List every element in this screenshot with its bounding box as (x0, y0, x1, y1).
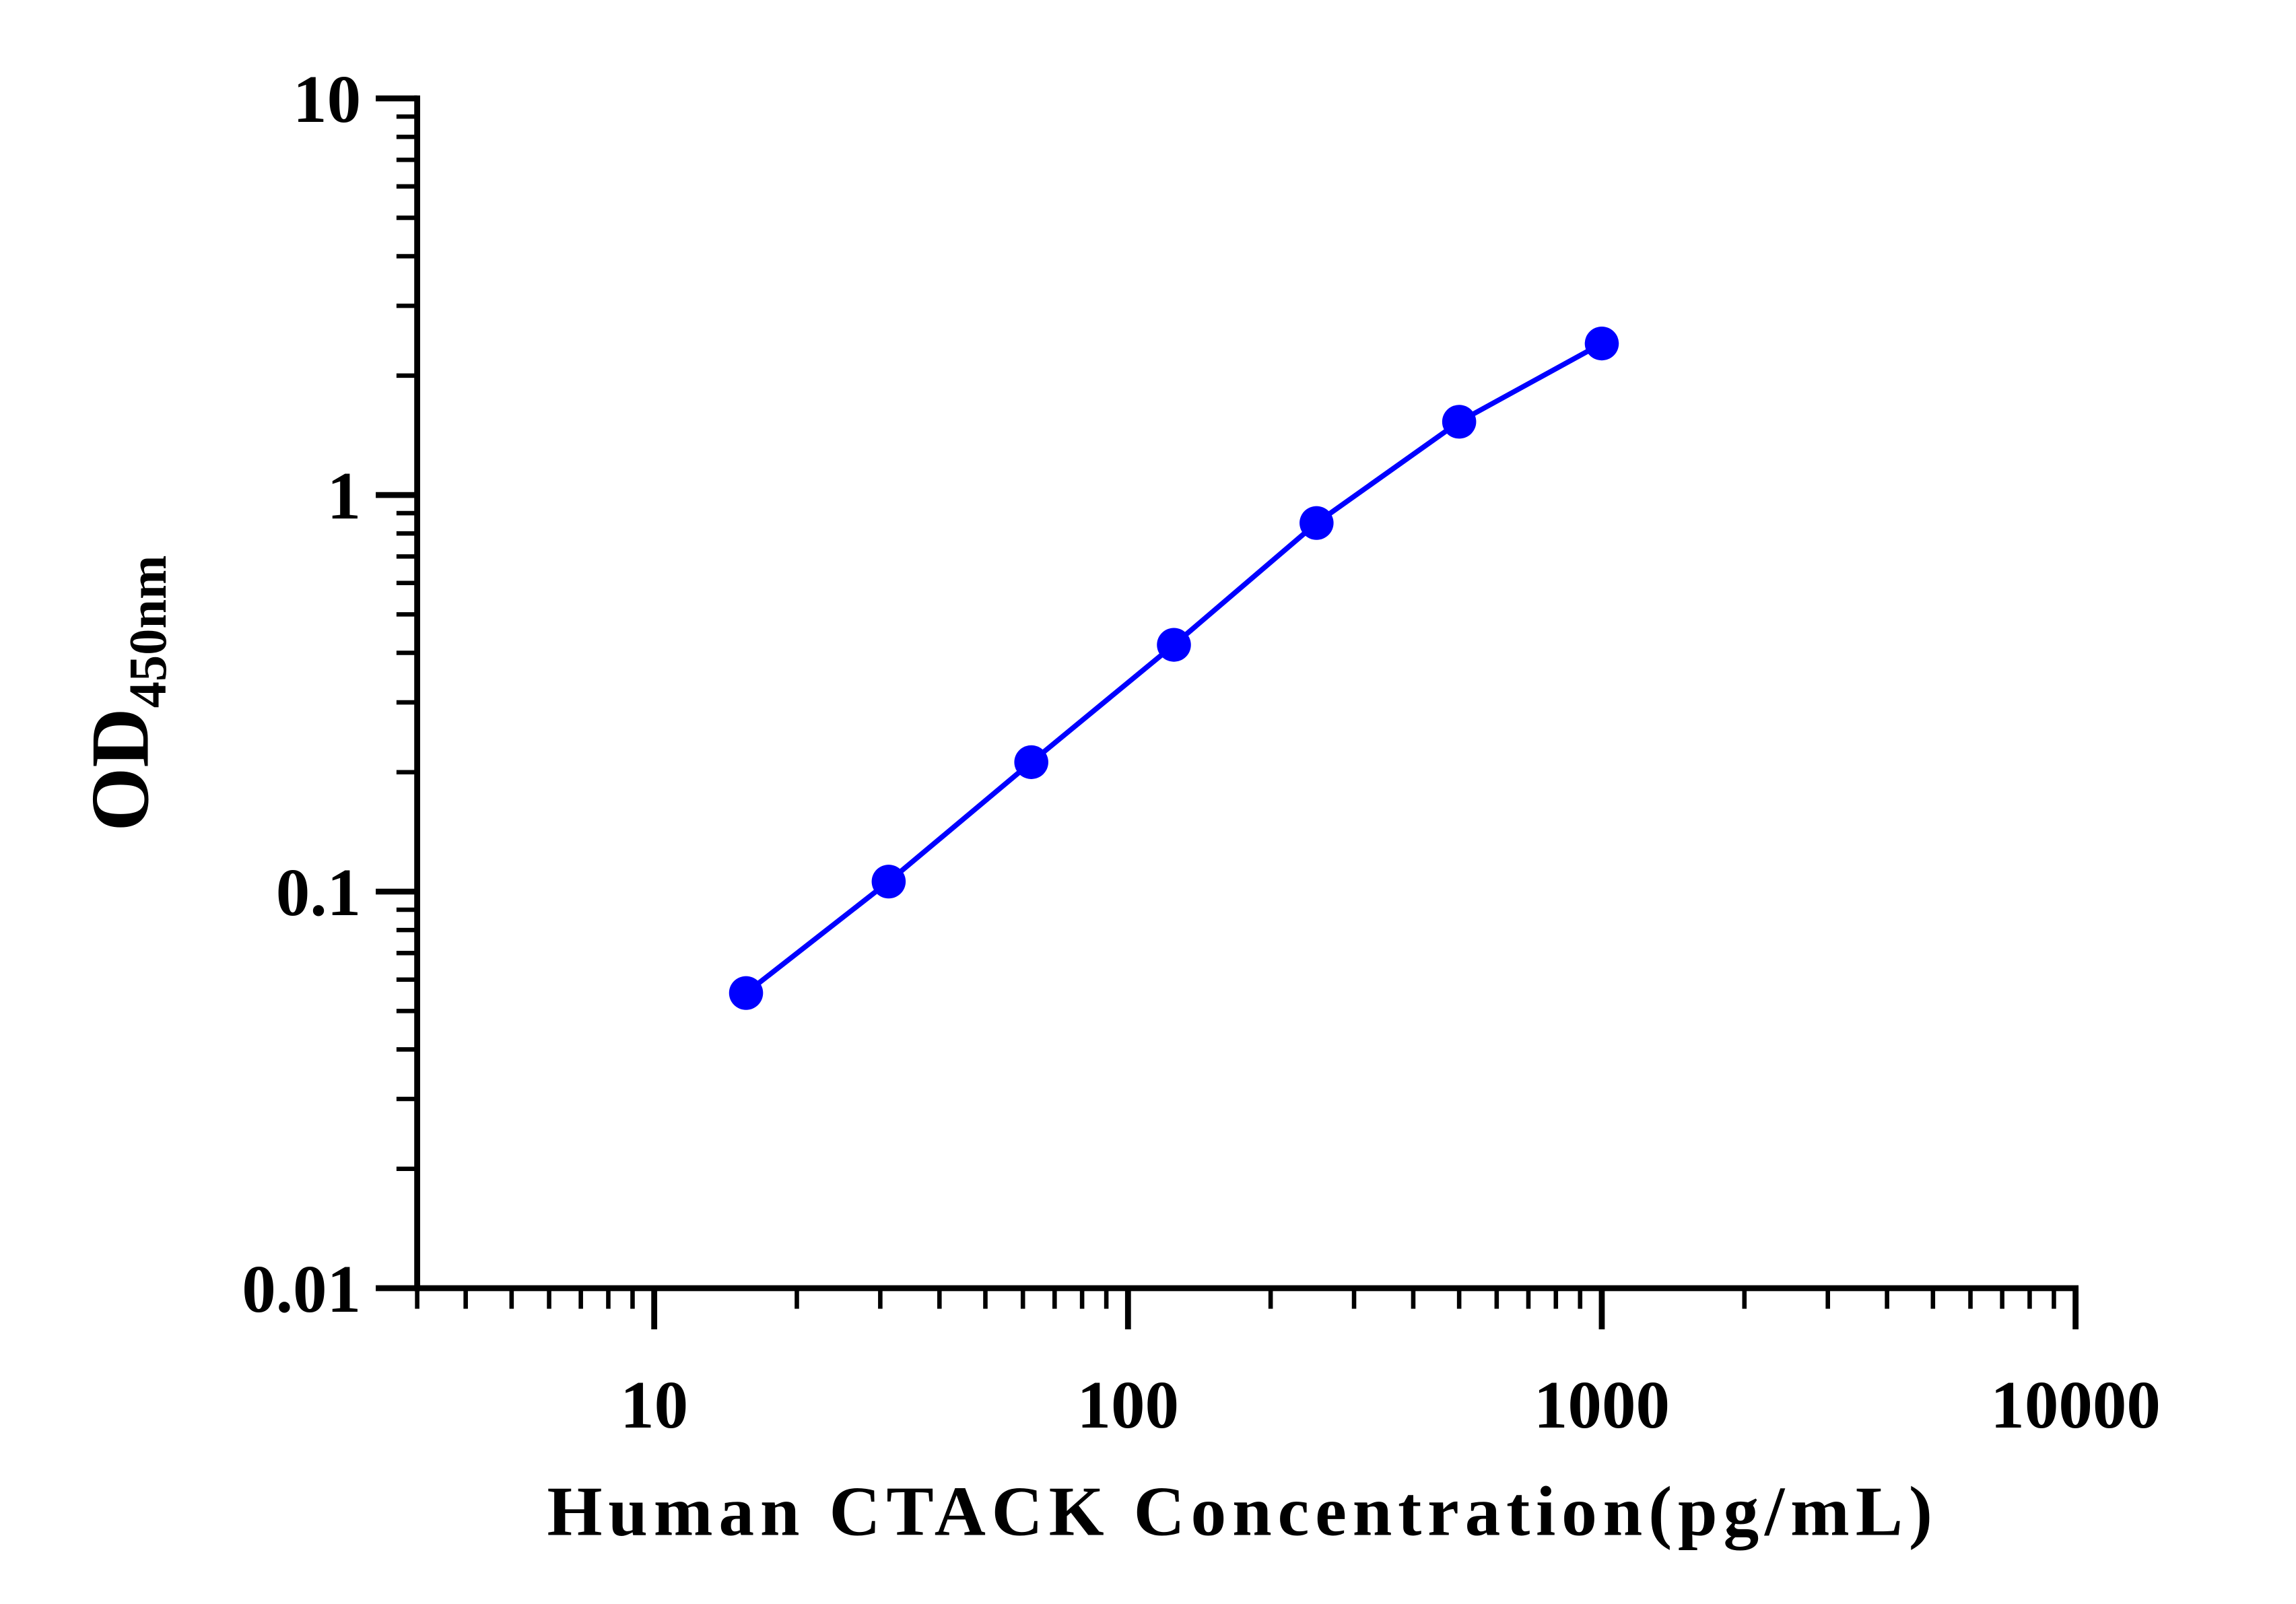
x-tick-label: 10 (620, 1368, 688, 1443)
data-point (1299, 506, 1334, 540)
y-axis-label: OD450nm (74, 556, 178, 832)
data-point (1014, 745, 1048, 779)
data-point (1584, 327, 1619, 361)
data-point (1442, 405, 1477, 439)
x-tick-label: 100 (1077, 1368, 1180, 1443)
data-point (1157, 628, 1191, 662)
y-axis-label-main: OD (74, 708, 166, 831)
data-point (729, 976, 764, 1010)
x-tick-label: 10000 (1990, 1368, 2161, 1443)
y-tick-label: 10 (293, 61, 361, 137)
y-tick-label: 1 (327, 458, 362, 533)
y-axis-label-subscript: 450nm (119, 556, 178, 708)
series-line (744, 341, 1603, 995)
y-tick-label: 0.01 (242, 1251, 361, 1327)
data-point (871, 865, 906, 899)
x-axis-label: Human CTACK Concentration(pg/mL) (547, 1472, 1938, 1551)
y-tick-label: 0.1 (276, 855, 361, 930)
x-tick-label: 1000 (1534, 1368, 1670, 1443)
